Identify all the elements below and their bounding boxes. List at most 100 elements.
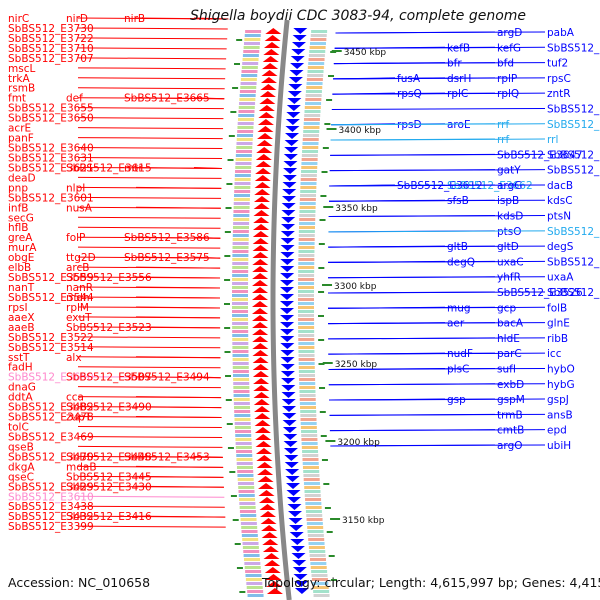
feature-band-right bbox=[298, 290, 315, 293]
feature-band-left bbox=[234, 186, 251, 189]
feature-band-right bbox=[298, 250, 315, 253]
gene-label: rrl bbox=[547, 134, 558, 146]
feature-band-right bbox=[305, 90, 322, 93]
gene-label: argG bbox=[497, 180, 522, 192]
reverse-strand-feature bbox=[281, 210, 296, 216]
forward-strand-feature bbox=[252, 273, 269, 279]
gene-label: trkA bbox=[8, 73, 31, 85]
forward-strand-feature bbox=[265, 574, 282, 580]
forward-strand-feature bbox=[266, 588, 283, 594]
forward-strand-feature bbox=[253, 203, 270, 209]
forward-strand-feature bbox=[253, 378, 270, 384]
feature-band-right bbox=[302, 466, 319, 469]
feature-band-left bbox=[232, 374, 249, 377]
label-leader bbox=[135, 266, 221, 269]
feature-band-right bbox=[300, 422, 317, 425]
feature-band-right bbox=[302, 146, 319, 149]
forward-strand-feature bbox=[252, 350, 269, 356]
label-leader bbox=[77, 216, 221, 219]
gene-label: sstT bbox=[8, 352, 30, 364]
forward-strand-feature bbox=[255, 434, 272, 440]
feature-band-right bbox=[304, 486, 321, 489]
gene-label: yhfR bbox=[497, 272, 521, 284]
feature-band-right bbox=[311, 574, 328, 577]
gene-label: SbBS512_E3416 bbox=[66, 511, 152, 523]
gene-label: fadH bbox=[8, 362, 33, 374]
gene-label: gspJ bbox=[547, 394, 569, 406]
reverse-strand-feature bbox=[281, 399, 296, 405]
gene-label: SbBS512_E3722 bbox=[8, 33, 94, 45]
feature-band-right bbox=[298, 286, 315, 289]
ruler-label: 3200 kbp bbox=[337, 438, 380, 448]
feature-band-right bbox=[298, 258, 315, 261]
feature-band-left bbox=[232, 330, 249, 333]
reverse-strand-feature bbox=[289, 532, 304, 538]
feature-band-right bbox=[308, 58, 325, 61]
feature-band-right bbox=[299, 214, 316, 217]
feature-band-right bbox=[303, 126, 320, 129]
feature-band-left bbox=[232, 226, 249, 229]
reverse-strand-feature bbox=[286, 483, 301, 489]
feature-band-left bbox=[240, 86, 257, 89]
feature-band-left bbox=[232, 326, 249, 329]
forward-strand-feature bbox=[260, 77, 277, 83]
forward-strand-feature bbox=[260, 84, 277, 90]
reverse-strand-feature bbox=[288, 77, 303, 83]
feature-band-left bbox=[232, 258, 249, 261]
gene-label: plsC bbox=[447, 363, 469, 375]
feature-band-left bbox=[233, 222, 250, 225]
gene-label: deaD bbox=[8, 172, 36, 184]
gene-label: gltB bbox=[447, 241, 468, 253]
feature-band-left bbox=[232, 254, 249, 257]
reverse-strand-feature bbox=[287, 504, 302, 510]
label-leader bbox=[135, 286, 221, 289]
forward-strand-feature bbox=[255, 448, 272, 454]
feature-band-right bbox=[299, 378, 316, 381]
label-leader bbox=[328, 260, 546, 263]
label-leader bbox=[328, 306, 546, 309]
ruler-label: 3450 kbp bbox=[344, 48, 387, 58]
feature-band-right bbox=[302, 150, 319, 153]
feature-band-right bbox=[313, 590, 330, 593]
feature-band-right bbox=[299, 218, 316, 221]
feature-band-right bbox=[305, 510, 322, 513]
forward-strand-feature bbox=[254, 182, 271, 188]
forward-strand-feature bbox=[254, 413, 271, 419]
gene-label: secG bbox=[8, 212, 34, 224]
feature-band-left bbox=[241, 70, 258, 73]
gene-label: rplQ bbox=[497, 88, 519, 100]
feature-band-left bbox=[232, 366, 249, 369]
reverse-strand-feature bbox=[282, 427, 297, 433]
gene-label: epd bbox=[547, 425, 567, 437]
gene-label: rpsC bbox=[547, 73, 571, 85]
gene-label: mdaB bbox=[66, 461, 97, 473]
gene-label: SbBS512_E3556 bbox=[66, 272, 152, 284]
feature-band-left bbox=[232, 302, 249, 305]
gene-label: SbBS512_E3665 bbox=[124, 93, 210, 105]
feature-band-left bbox=[232, 342, 249, 345]
gene-label: mscL bbox=[8, 63, 35, 75]
feature-band-left bbox=[236, 450, 253, 453]
reverse-strand-feature bbox=[282, 406, 297, 412]
forward-strand-feature bbox=[257, 469, 274, 475]
label-leader bbox=[135, 406, 222, 409]
feature-band-left bbox=[240, 82, 257, 85]
feature-band-left bbox=[235, 438, 252, 441]
forward-strand-feature bbox=[254, 189, 271, 195]
feature-band-right bbox=[309, 554, 326, 557]
gene-label: SbBS512_E3612 bbox=[397, 180, 483, 192]
feature-band-right bbox=[298, 266, 315, 269]
forward-strand-feature bbox=[252, 266, 269, 272]
feature-band-left bbox=[237, 126, 254, 129]
reverse-strand-feature bbox=[287, 98, 302, 104]
feature-band-left bbox=[246, 582, 263, 585]
label-leader bbox=[193, 256, 221, 259]
feature-band-right bbox=[305, 506, 322, 509]
gene-label: SbBS512_E3445 bbox=[66, 471, 152, 483]
label-leader bbox=[77, 525, 226, 528]
gene-label: SbBS512_E3507 bbox=[66, 372, 152, 384]
feature-band-left bbox=[239, 510, 256, 513]
feature-band-right bbox=[305, 98, 322, 101]
reverse-strand-feature bbox=[282, 182, 297, 188]
